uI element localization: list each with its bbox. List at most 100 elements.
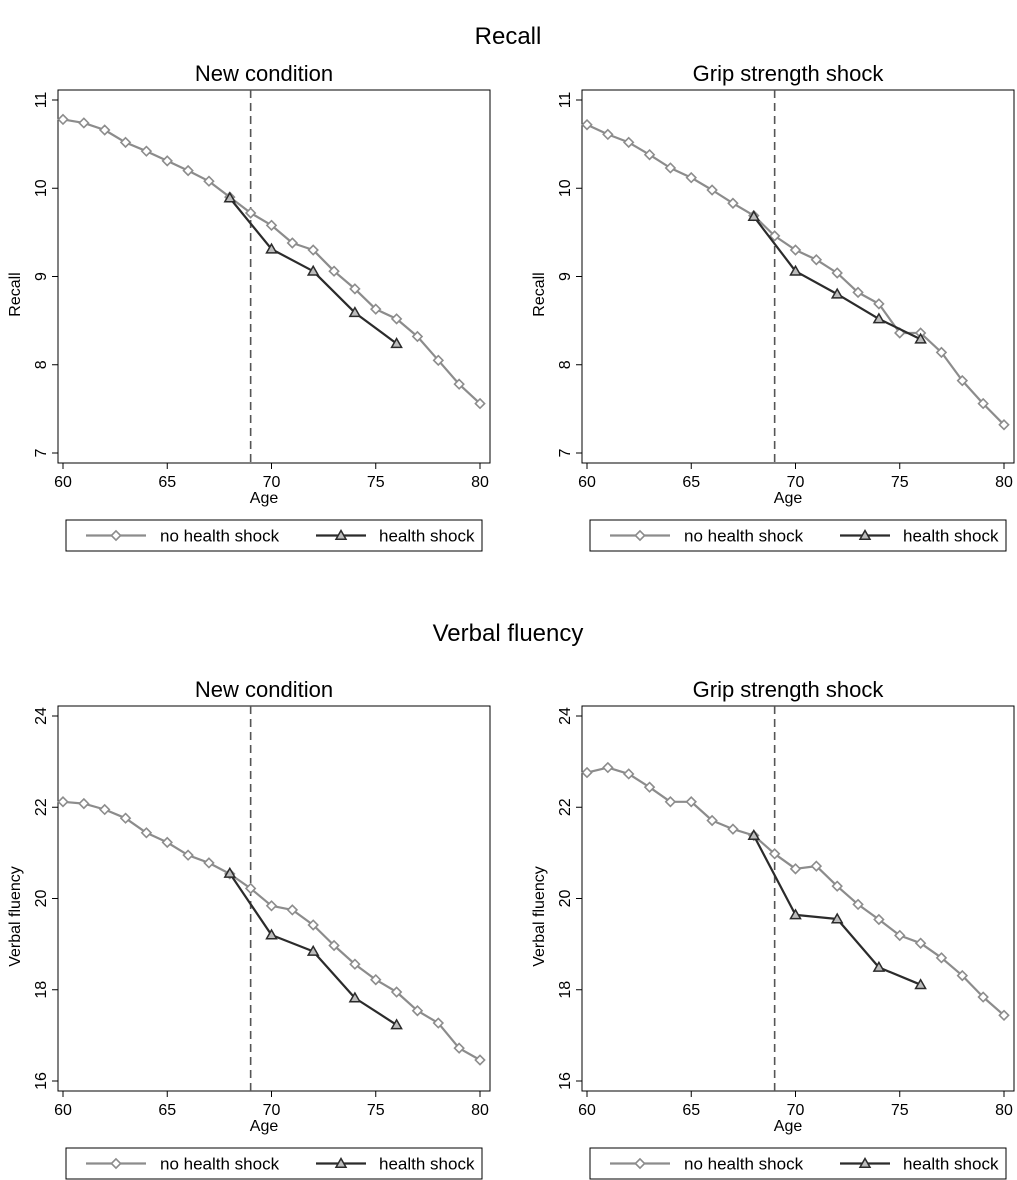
data-point <box>348 306 362 318</box>
x-tick-label: 60 <box>54 474 72 491</box>
legend-label-shock: health shock <box>379 1155 475 1174</box>
data-point <box>286 904 299 916</box>
chart-panel-1: Grip strength shock 60 65 70 75 80 Age 7 8 9 10 11 R… <box>531 61 1015 552</box>
data-point <box>768 230 781 242</box>
x-axis-label: Age <box>774 490 803 507</box>
y-axis-label: Recall <box>7 272 24 316</box>
plot-frame <box>57 89 491 464</box>
data-point <box>664 796 677 808</box>
chart-title: Grip strength shock <box>693 677 885 702</box>
data-point <box>370 303 382 315</box>
data-point <box>306 944 320 956</box>
y-tick-label: 20 <box>33 890 50 908</box>
legend-marker-shock <box>858 528 872 540</box>
chart-panel-2: New condition 60 65 70 75 80 Age 16 18 20 22 24 Verb… <box>7 677 491 1180</box>
data-point <box>872 960 886 972</box>
data-point <box>223 866 237 878</box>
y-tick-label: 18 <box>33 981 50 999</box>
data-point <box>830 287 844 299</box>
data-point <box>873 298 885 310</box>
data-point <box>914 978 927 990</box>
y-tick-label: 24 <box>33 707 50 725</box>
data-point <box>664 162 677 174</box>
legend-label-no-shock: no health shock <box>160 527 280 546</box>
data-point <box>161 155 173 167</box>
data-point <box>706 184 718 196</box>
y-tick-label: 11 <box>557 92 574 109</box>
data-point <box>474 1054 486 1066</box>
data-point <box>265 219 278 232</box>
y-tick-label: 9 <box>557 272 574 281</box>
x-tick-label: 70 <box>787 474 805 491</box>
y-tick-label: 7 <box>557 448 574 457</box>
data-point <box>789 264 802 276</box>
data-point <box>244 207 257 219</box>
legend-marker-shock <box>334 1156 348 1168</box>
data-point <box>286 237 299 249</box>
y-axis-label: Verbal fluency <box>531 866 548 967</box>
data-point <box>98 803 111 816</box>
y-tick-label: 8 <box>33 360 50 369</box>
legend-label-no-shock: no health shock <box>160 1155 280 1174</box>
data-point <box>453 378 465 390</box>
legend-marker-no-shock <box>634 529 646 542</box>
data-point <box>390 337 403 349</box>
data-point <box>78 117 90 129</box>
legend-label-no-shock: no health shock <box>684 1155 804 1174</box>
data-point <box>643 781 656 793</box>
x-tick-label: 80 <box>471 1102 489 1119</box>
legend: no health shock health shock <box>65 1147 483 1180</box>
data-point <box>894 929 906 942</box>
data-point <box>685 796 697 808</box>
y-tick-label: 18 <box>557 981 574 999</box>
data-point <box>998 1009 1010 1022</box>
data-point <box>727 823 739 835</box>
data-point <box>789 244 802 256</box>
data-point <box>223 191 237 203</box>
legend-marker-no-shock <box>634 1157 646 1170</box>
data-point <box>747 209 761 221</box>
series-line <box>62 118 481 405</box>
data-point <box>581 118 593 131</box>
data-point <box>57 113 69 126</box>
data-point <box>349 283 361 295</box>
data-point <box>622 136 635 149</box>
y-tick-label: 16 <box>557 1072 574 1090</box>
data-point <box>727 197 739 209</box>
y-axis-label: Recall <box>531 272 548 316</box>
data-point <box>706 814 718 827</box>
data-point <box>411 330 424 343</box>
data-point <box>432 1017 445 1029</box>
data-point <box>370 973 382 986</box>
series-line <box>586 766 1005 1017</box>
data-point <box>768 848 781 860</box>
data-point <box>306 264 320 276</box>
data-point <box>956 969 969 982</box>
data-point <box>265 900 278 912</box>
data-point <box>474 397 486 410</box>
data-point <box>411 1005 424 1017</box>
x-tick-label: 80 <box>995 474 1013 491</box>
data-point <box>747 829 761 841</box>
x-tick-label: 65 <box>682 1102 700 1119</box>
x-tick-label: 65 <box>682 474 700 491</box>
data-point <box>852 286 864 299</box>
data-point <box>998 419 1010 431</box>
data-point <box>349 958 361 970</box>
x-tick-label: 75 <box>891 474 909 491</box>
data-point <box>685 171 697 184</box>
chart-title: New condition <box>195 61 333 86</box>
y-tick-label: 11 <box>33 92 50 109</box>
data-point <box>852 898 864 911</box>
x-tick-label: 70 <box>263 474 281 491</box>
section-title-recall: Recall <box>475 23 542 50</box>
legend-label-no-shock: no health shock <box>684 527 804 546</box>
data-point <box>78 797 90 810</box>
data-point <box>872 312 886 324</box>
data-point <box>935 346 948 359</box>
y-tick-label: 22 <box>557 798 574 816</box>
data-point <box>328 265 340 277</box>
data-point <box>161 836 173 849</box>
data-point <box>977 397 989 410</box>
